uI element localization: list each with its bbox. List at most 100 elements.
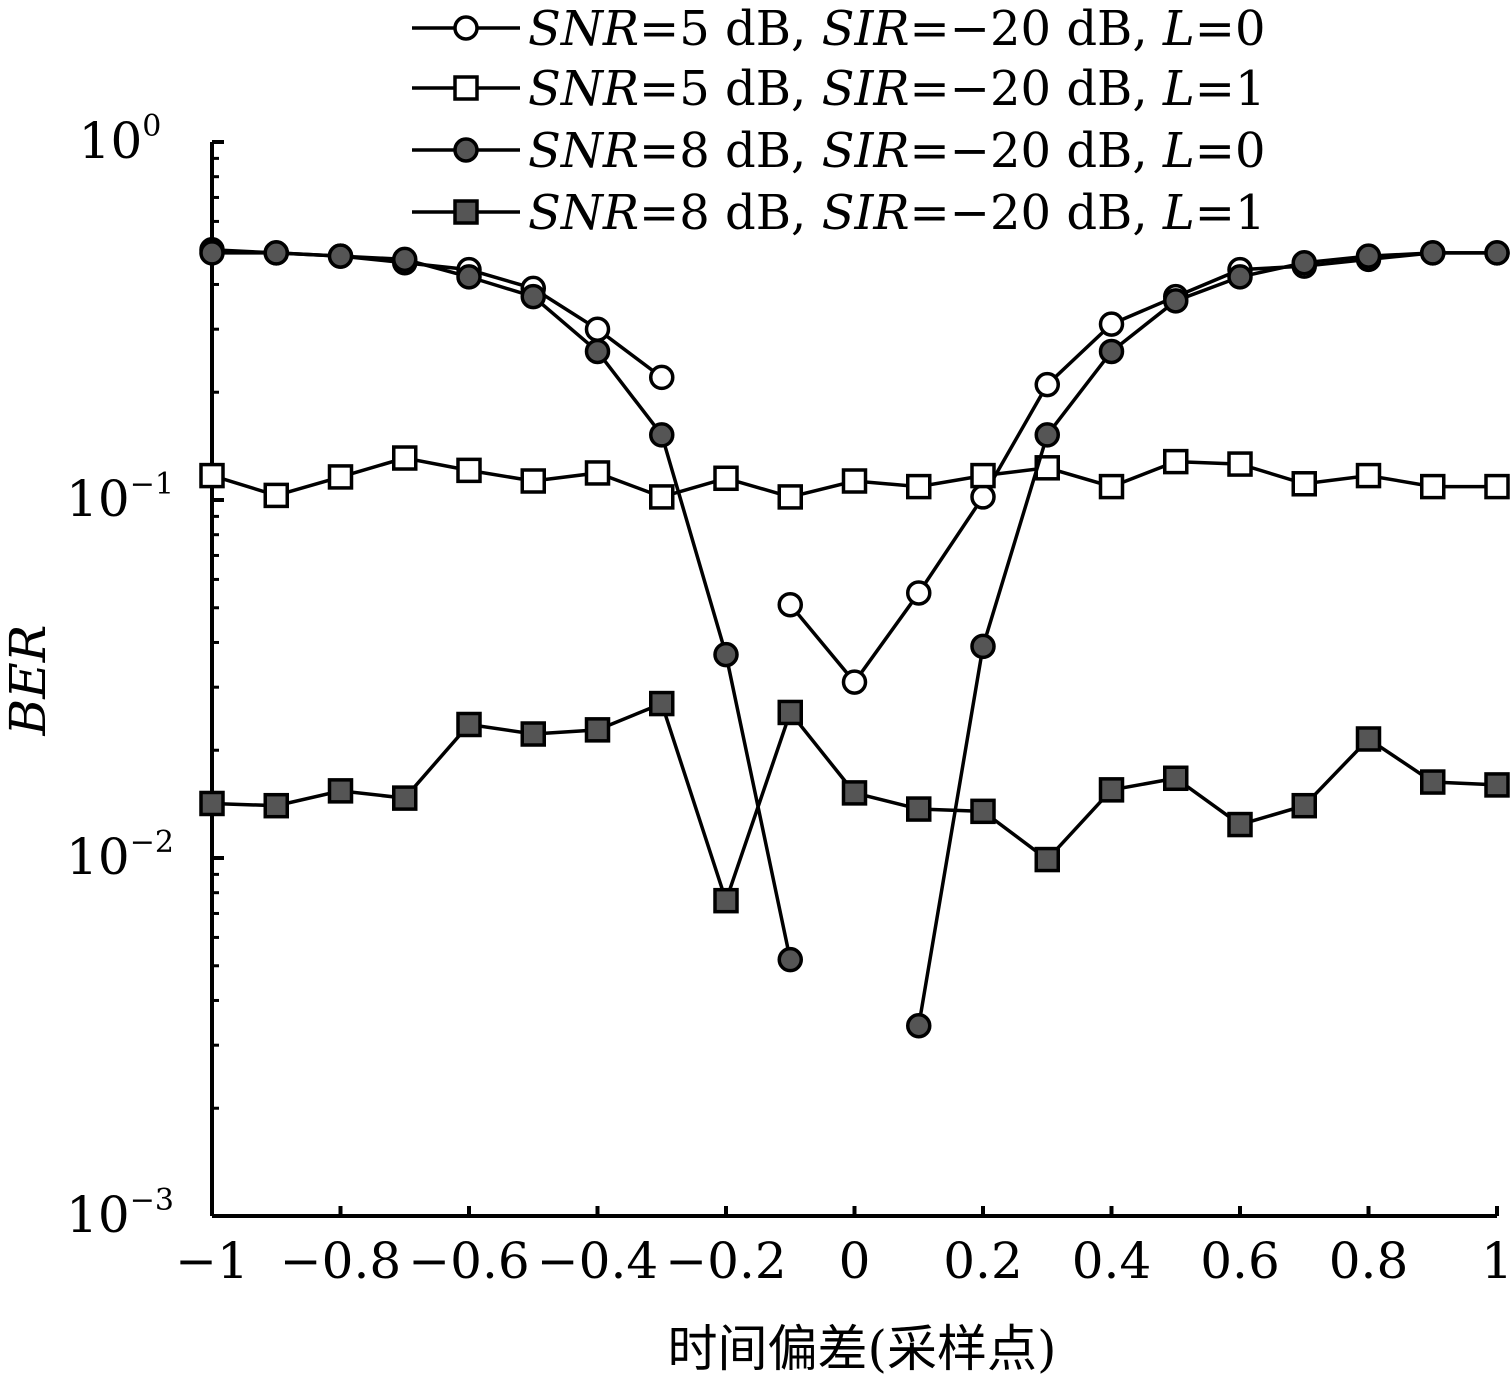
- data-point: [1484, 772, 1510, 798]
- y-tick-label: 10−2: [66, 825, 174, 886]
- data-point: [1163, 288, 1189, 314]
- data-point: [1098, 473, 1125, 500]
- data-point: [1291, 249, 1317, 276]
- x-tick-label: −0.6: [408, 1232, 529, 1290]
- series-layer: [199, 237, 1510, 1039]
- data-point: [906, 580, 932, 606]
- x-axis-label: 时间偏差(采样点): [667, 1320, 1056, 1378]
- data-point: [649, 422, 675, 448]
- data-point: [1227, 451, 1253, 477]
- data-point: [584, 717, 611, 743]
- y-tick-label: 10−1: [66, 467, 174, 528]
- data-point: [1098, 311, 1125, 337]
- data-point: [520, 721, 546, 747]
- data-point: [777, 946, 803, 973]
- data-point: [327, 243, 354, 269]
- x-tick-label: 1: [1481, 1232, 1512, 1290]
- data-point: [906, 1012, 932, 1039]
- legend-entry-3: SNR=8 dB, SIR=−20 dB, L=0: [412, 123, 1265, 179]
- legend-marker: [453, 15, 479, 41]
- data-point: [199, 462, 225, 489]
- series-line: [917, 251, 1497, 1027]
- data-point: [777, 591, 803, 618]
- x-tick-label: −0.8: [280, 1232, 401, 1290]
- data-point: [520, 468, 546, 494]
- data-point: [584, 460, 611, 486]
- data-point: [327, 778, 354, 804]
- legend-entry-2: SNR=5 dB, SIR=−20 dB, L=1: [412, 61, 1265, 117]
- x-tick-label: −0.4: [537, 1232, 658, 1290]
- data-point: [841, 669, 868, 695]
- x-tick-label: 0.8: [1329, 1232, 1409, 1290]
- x-tick-label: −0.2: [665, 1232, 786, 1290]
- data-point: [199, 790, 225, 817]
- data-point: [1227, 811, 1253, 838]
- legend-marker: [453, 75, 479, 101]
- data-point: [1034, 371, 1060, 398]
- data-point: [906, 473, 932, 500]
- series-4: [199, 690, 1510, 914]
- data-point: [1420, 769, 1446, 795]
- series-line: [788, 251, 1497, 685]
- x-tick-label: 0.2: [943, 1232, 1023, 1290]
- data-point: [713, 465, 739, 492]
- data-point: [584, 316, 611, 342]
- data-point: [327, 464, 354, 490]
- data-point: [1355, 462, 1382, 489]
- data-point: [1484, 473, 1510, 500]
- data-point: [1355, 243, 1382, 269]
- data-point: [1227, 264, 1253, 290]
- data-point: [1291, 792, 1317, 819]
- data-point: [713, 887, 739, 914]
- data-point: [1484, 240, 1510, 266]
- data-point: [1034, 846, 1060, 873]
- legend-entry-1: SNR=5 dB, SIR=−20 dB, L=0: [412, 1, 1265, 57]
- y-tick-label: 10−3: [66, 1183, 174, 1244]
- data-point: [392, 445, 418, 471]
- legend-marker: [453, 199, 479, 225]
- data-point: [1420, 473, 1446, 500]
- data-point: [1291, 471, 1317, 497]
- data-point: [841, 780, 868, 806]
- data-point: [1163, 448, 1189, 475]
- x-tick-label: −1: [175, 1232, 249, 1290]
- data-point: [1034, 422, 1060, 448]
- legend-label: SNR=5 dB, SIR=−20 dB, L=0: [528, 1, 1265, 57]
- data-point: [777, 484, 803, 510]
- legend-label: SNR=8 dB, SIR=−20 dB, L=0: [528, 123, 1265, 179]
- data-point: [649, 364, 675, 391]
- data-point: [263, 240, 289, 266]
- data-point: [906, 796, 932, 822]
- x-tick-label: 0.6: [1200, 1232, 1280, 1290]
- data-point: [841, 468, 868, 494]
- data-point: [1420, 240, 1446, 266]
- series-2: [199, 445, 1510, 510]
- x-tick-label: 0.4: [1072, 1232, 1152, 1290]
- series-3: [199, 240, 1510, 1039]
- data-point: [1355, 726, 1382, 752]
- axes: −1 −0.8 −0.6 −0.4 −0.2 0 0.2 0.4 0.6 0.8 1 100 10−1 1…: [66, 109, 1512, 1290]
- legend-label: SNR=8 dB, SIR=−20 dB, L=1: [528, 185, 1265, 241]
- legend-marker: [453, 137, 479, 163]
- data-point: [263, 482, 289, 509]
- y-tick-label: 100: [79, 109, 162, 170]
- data-point: [777, 699, 803, 726]
- y-axis-label: BER: [0, 625, 57, 737]
- series-line: [212, 251, 792, 961]
- data-point: [520, 283, 546, 310]
- data-point: [392, 785, 418, 811]
- data-point: [456, 264, 482, 290]
- data-point: [649, 690, 675, 717]
- data-point: [456, 457, 482, 484]
- data-point: [970, 798, 996, 825]
- data-point: [392, 246, 418, 273]
- data-point: [970, 484, 996, 510]
- data-point: [456, 711, 482, 738]
- data-point: [263, 792, 289, 819]
- data-point: [713, 641, 739, 668]
- data-point: [1098, 338, 1125, 365]
- legend-label: SNR=5 dB, SIR=−20 dB, L=1: [528, 61, 1265, 117]
- data-point: [970, 462, 996, 489]
